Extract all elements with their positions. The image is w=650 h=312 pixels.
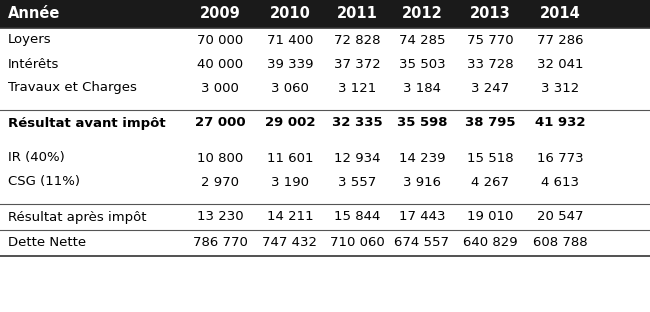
Text: 14 211: 14 211 — [266, 211, 313, 223]
Text: 37 372: 37 372 — [333, 57, 380, 71]
Text: 2012: 2012 — [402, 7, 443, 22]
Text: 710 060: 710 060 — [330, 236, 384, 250]
Text: 77 286: 77 286 — [537, 33, 583, 46]
Text: Travaux et Charges: Travaux et Charges — [8, 81, 137, 95]
Text: 13 230: 13 230 — [197, 211, 243, 223]
Text: 3 190: 3 190 — [271, 175, 309, 188]
Text: 74 285: 74 285 — [398, 33, 445, 46]
Text: 3 557: 3 557 — [338, 175, 376, 188]
Text: 640 829: 640 829 — [463, 236, 517, 250]
Text: 786 770: 786 770 — [192, 236, 248, 250]
Text: Loyers: Loyers — [8, 33, 51, 46]
Text: 3 121: 3 121 — [338, 81, 376, 95]
Text: 16 773: 16 773 — [537, 152, 583, 164]
Text: 39 339: 39 339 — [266, 57, 313, 71]
Text: 747 432: 747 432 — [263, 236, 317, 250]
Text: Année: Année — [8, 7, 60, 22]
Text: 674 557: 674 557 — [395, 236, 450, 250]
Text: 608 788: 608 788 — [533, 236, 588, 250]
Text: 41 932: 41 932 — [535, 116, 585, 129]
Text: 15 518: 15 518 — [467, 152, 514, 164]
Text: 19 010: 19 010 — [467, 211, 514, 223]
Bar — [0, 0, 650, 28]
Text: 3 060: 3 060 — [271, 81, 309, 95]
Text: Dette Nette: Dette Nette — [8, 236, 86, 250]
Text: 3 184: 3 184 — [403, 81, 441, 95]
Text: CSG (11%): CSG (11%) — [8, 175, 80, 188]
Text: 70 000: 70 000 — [197, 33, 243, 46]
Text: 2010: 2010 — [270, 7, 311, 22]
Text: 20 547: 20 547 — [537, 211, 583, 223]
Text: 10 800: 10 800 — [197, 152, 243, 164]
Text: 27 000: 27 000 — [195, 116, 245, 129]
Text: 40 000: 40 000 — [197, 57, 243, 71]
Text: 35 598: 35 598 — [396, 116, 447, 129]
Text: 3 312: 3 312 — [541, 81, 579, 95]
Text: 32 335: 32 335 — [332, 116, 382, 129]
Text: Résultat avant impôt: Résultat avant impôt — [8, 116, 166, 129]
Text: 4 613: 4 613 — [541, 175, 579, 188]
Text: 75 770: 75 770 — [467, 33, 514, 46]
Text: IR (40%): IR (40%) — [8, 152, 65, 164]
Text: 2013: 2013 — [469, 7, 510, 22]
Text: 33 728: 33 728 — [467, 57, 514, 71]
Text: 4 267: 4 267 — [471, 175, 509, 188]
Text: 72 828: 72 828 — [333, 33, 380, 46]
Text: Résultat après impôt: Résultat après impôt — [8, 211, 146, 223]
Text: 29 002: 29 002 — [265, 116, 315, 129]
Text: 32 041: 32 041 — [537, 57, 583, 71]
Text: 2009: 2009 — [200, 7, 240, 22]
Text: 3 916: 3 916 — [403, 175, 441, 188]
Text: 71 400: 71 400 — [266, 33, 313, 46]
Text: 2011: 2011 — [337, 7, 378, 22]
Text: 17 443: 17 443 — [398, 211, 445, 223]
Text: 2 970: 2 970 — [201, 175, 239, 188]
Text: 11 601: 11 601 — [266, 152, 313, 164]
Text: 3 000: 3 000 — [201, 81, 239, 95]
Text: 35 503: 35 503 — [398, 57, 445, 71]
Text: 15 844: 15 844 — [334, 211, 380, 223]
Text: Intérêts: Intérêts — [8, 57, 59, 71]
Text: 12 934: 12 934 — [333, 152, 380, 164]
Text: 38 795: 38 795 — [465, 116, 515, 129]
Text: 3 247: 3 247 — [471, 81, 509, 95]
Text: 14 239: 14 239 — [398, 152, 445, 164]
Text: 2014: 2014 — [540, 7, 580, 22]
